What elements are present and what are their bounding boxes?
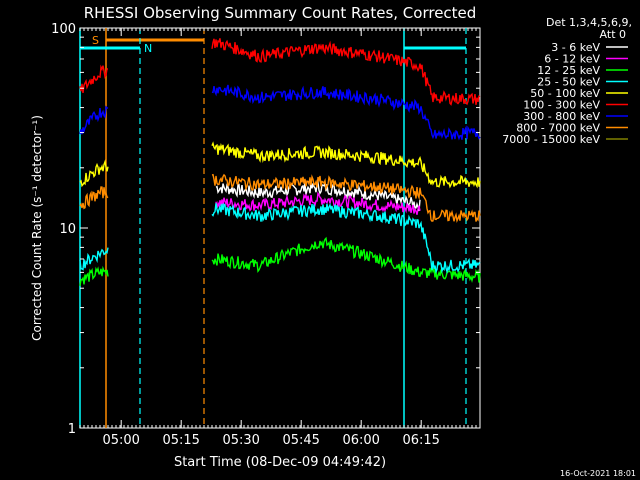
- series-line: [211, 141, 481, 189]
- x-tick-label: 06:00: [342, 433, 379, 448]
- x-tick-label: 05:45: [282, 433, 319, 448]
- series-line: [79, 247, 109, 271]
- night-label: N: [144, 42, 152, 55]
- series-line: [211, 173, 481, 224]
- y-tick-label: 1: [68, 422, 76, 437]
- series-line: [79, 64, 108, 93]
- y-tick-label: 100: [51, 22, 76, 37]
- y-tick-label: 10: [59, 222, 76, 237]
- series-line: [211, 236, 481, 283]
- legend-entry-label: 50 - 100 keV: [530, 87, 600, 100]
- chart-title: RHESSI Observing Summary Count Rates, Co…: [84, 4, 477, 22]
- series-line: [215, 191, 421, 215]
- x-axis-label: Start Time (08-Dec-09 04:49:42): [174, 455, 386, 470]
- legend-entry-label: 6 - 12 keV: [544, 53, 600, 66]
- series-line: [79, 159, 109, 188]
- series-line: [211, 84, 481, 141]
- series-line: [79, 105, 109, 135]
- series-line: [211, 202, 481, 275]
- y-axis-label: Corrected Count Rate (s⁻¹ detector⁻¹): [30, 115, 44, 341]
- footer-timestamp: 16-Oct-2021 18:01: [560, 469, 636, 478]
- legend-subtitle: Att 0: [600, 28, 626, 41]
- series-line: [211, 38, 481, 106]
- axes: 1 10 100 05:00 05:15 05:30 05:45 06:00 06:15: [51, 22, 481, 448]
- x-tick-label: 05:30: [222, 433, 259, 448]
- legend-entry-label: 800 - 7000 keV: [516, 122, 600, 135]
- legend-title: Det 1,3,4,5,6,9,: [546, 16, 632, 29]
- legend-entry-label: 25 - 50 keV: [537, 76, 600, 89]
- legend-entry-label: 12 - 25 keV: [537, 64, 600, 77]
- series-line: [79, 265, 109, 287]
- saa-label: S: [92, 34, 99, 47]
- legend-entry-label: 100 - 300 keV: [523, 99, 600, 112]
- legend-entry-label: 300 - 800 keV: [523, 110, 600, 123]
- x-tick-label: 06:15: [402, 433, 439, 448]
- legend-entry-label: 3 - 6 keV: [551, 41, 600, 54]
- x-tick-label: 05:00: [102, 433, 139, 448]
- x-tick-label: 05:15: [162, 433, 199, 448]
- legend-entry-label: 7000 - 15000 keV: [502, 133, 600, 146]
- series-line: [79, 186, 109, 210]
- plot-marks: SN: [79, 28, 481, 428]
